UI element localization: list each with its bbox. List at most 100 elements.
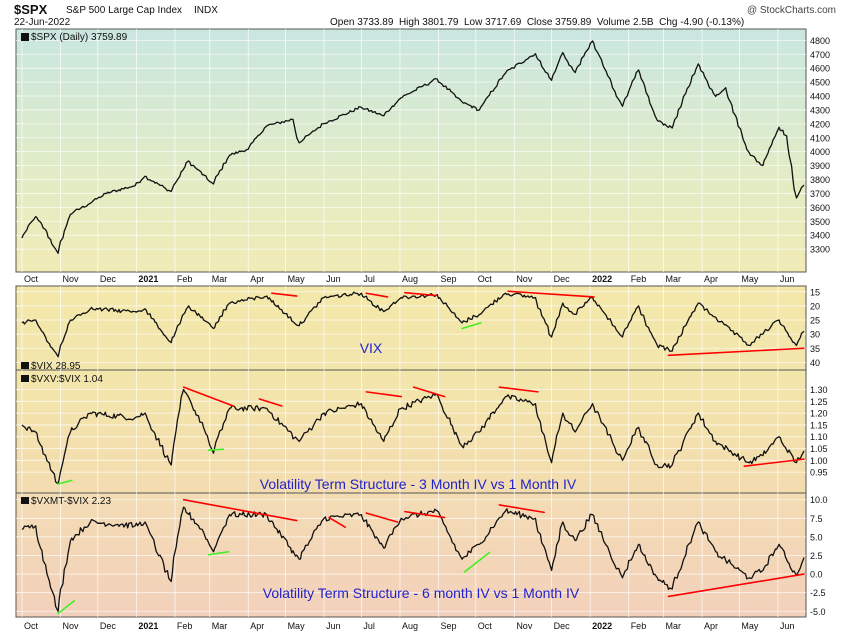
divergence-trendline <box>404 510 446 519</box>
x-tick-label: Apr <box>704 621 718 631</box>
y-tick-label: 1.05 <box>810 444 828 454</box>
y-tick-label: 1.00 <box>810 456 828 466</box>
support-trendline <box>207 448 225 451</box>
price-series-line <box>21 40 805 254</box>
vxmt-legend-swatch <box>21 497 29 504</box>
x-tick-label: 2021 <box>138 274 158 284</box>
x-tick-label: May <box>288 274 306 284</box>
vxmt-series-line <box>21 506 805 612</box>
vxmt-legend: $VXMT-$VIX 2.23 <box>21 496 111 507</box>
vix-legend: $VIX 28.95 <box>21 361 81 372</box>
x-tick-label: Dec <box>100 621 117 631</box>
divergence-trendline <box>258 398 283 407</box>
x-tick-label: Oct <box>24 274 39 284</box>
x-tick-label: Nov <box>63 274 80 284</box>
y-tick-label: -5.0 <box>810 607 826 617</box>
divergence-trendline <box>667 573 805 598</box>
x-tick-label: Feb <box>177 274 193 284</box>
y-tick-label: 1.30 <box>810 385 828 395</box>
vxv-legend-text: $VXV:$VIX 1.04 <box>31 374 103 385</box>
divergence-trendline <box>412 386 446 398</box>
vxv-legend: $VXV:$VIX 1.04 <box>21 374 103 385</box>
divergence-trendline <box>507 290 595 298</box>
y-tick-label: 3600 <box>810 203 830 213</box>
x-tick-label: Jul <box>363 274 375 284</box>
x-tick-label: Mar <box>212 621 228 631</box>
x-tick-label: Aug <box>402 621 418 631</box>
divergence-trendline <box>182 498 298 522</box>
vix-legend-swatch <box>21 362 29 369</box>
x-tick-label: Jun <box>326 621 341 631</box>
x-tick-label: Feb <box>631 621 647 631</box>
y-tick-label: 30 <box>810 330 820 340</box>
divergence-trendline <box>182 386 235 407</box>
x-tick-label: 2022 <box>592 621 612 631</box>
y-tick-label: 20 <box>810 301 820 311</box>
y-tick-label: 2.5 <box>810 551 823 561</box>
divergence-trendline <box>271 292 298 297</box>
x-tick-label: Nov <box>63 621 80 631</box>
y-tick-label: 4500 <box>810 78 830 88</box>
y-tick-label: 40 <box>810 358 820 368</box>
y-tick-label: 0.95 <box>810 468 828 478</box>
x-tick-label: May <box>741 621 759 631</box>
y-tick-label: 7.5 <box>810 514 823 524</box>
x-tick-label: 2021 <box>138 621 158 631</box>
divergence-trendline <box>365 512 399 523</box>
divergence-trendline <box>498 504 545 514</box>
vix-annotation: VIX <box>360 340 383 356</box>
x-tick-label: Aug <box>402 274 418 284</box>
support-trendline <box>463 551 491 573</box>
price-legend-text: $SPX (Daily) 3759.89 <box>31 32 128 43</box>
x-tick-label: Nov <box>516 274 533 284</box>
x-tick-label: Apr <box>250 621 264 631</box>
y-tick-label: 3500 <box>810 217 830 227</box>
y-tick-label: 4700 <box>810 50 830 60</box>
vxmt-annotation: Volatility Term Structure - 6 month IV v… <box>263 585 580 601</box>
y-tick-label: 0.0 <box>810 570 823 580</box>
symbol-title: $SPX <box>14 2 48 17</box>
vix-panel <box>15 285 807 371</box>
x-tick-label: Oct <box>478 274 493 284</box>
support-trendline <box>461 322 482 330</box>
y-tick-label: 35 <box>810 344 820 354</box>
x-tick-label: Nov <box>516 621 533 631</box>
x-tick-label: 2022 <box>592 274 612 284</box>
x-tick-label: May <box>741 274 759 284</box>
vxv-legend-swatch <box>21 375 29 382</box>
vxmt-panel <box>15 492 807 618</box>
x-tick-label: Jul <box>363 621 375 631</box>
divergence-trendline <box>328 516 347 529</box>
y-tick-label: 1.25 <box>810 397 828 407</box>
y-tick-label: 3700 <box>810 189 830 199</box>
x-tick-label: Jun <box>326 274 341 284</box>
exchange-label: INDX <box>194 5 218 16</box>
trendlines <box>57 290 805 615</box>
x-tick-label: Sep <box>440 621 456 631</box>
y-tick-label: 4600 <box>810 64 830 74</box>
divergence-trendline <box>743 458 805 468</box>
divergence-trendline <box>404 291 437 297</box>
price-legend: $SPX (Daily) 3759.89 <box>21 32 128 43</box>
y-tick-label: 5.0 <box>810 532 823 542</box>
divergence-trendline <box>365 292 389 298</box>
vxmt-legend-text: $VXMT-$VIX 2.23 <box>31 496 111 507</box>
x-tick-label: Dec <box>554 621 571 631</box>
x-tick-label: Jun <box>780 621 795 631</box>
x-tick-label: Jun <box>780 274 795 284</box>
x-tick-label: Oct <box>478 621 493 631</box>
x-tick-label: Mar <box>666 274 682 284</box>
y-tick-label: 4800 <box>810 36 830 46</box>
symbol-name: S&P 500 Large Cap Index <box>66 5 182 16</box>
x-tick-label: Apr <box>250 274 264 284</box>
x-tick-label: Mar <box>212 274 228 284</box>
y-tick-label: 1.15 <box>810 420 828 430</box>
y-tick-label: 4300 <box>810 105 830 115</box>
y-tick-label: 3800 <box>810 175 830 185</box>
divergence-trendline <box>365 391 402 398</box>
y-tick-label: 3900 <box>810 161 830 171</box>
divergence-trendline <box>498 386 539 393</box>
y-tick-label: 1.20 <box>810 409 828 419</box>
